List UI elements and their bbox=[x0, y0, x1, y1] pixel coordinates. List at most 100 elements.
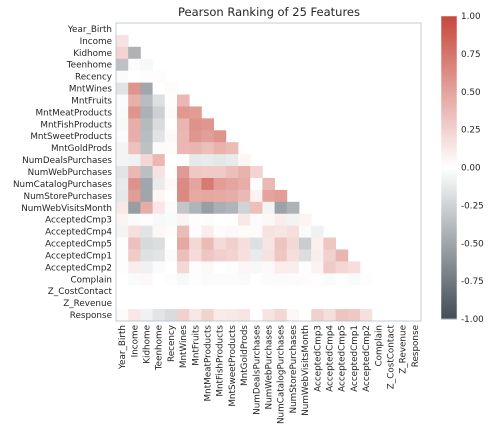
heatmap-cell bbox=[299, 225, 312, 238]
heatmap-cell bbox=[335, 297, 349, 310]
y-tick-label: AcceptedCmp3 bbox=[45, 216, 112, 226]
heatmap-cell bbox=[189, 118, 202, 131]
heatmap-cell bbox=[274, 225, 288, 238]
heatmap-cell bbox=[177, 130, 190, 143]
colorbar bbox=[440, 15, 458, 320]
heatmap-cell bbox=[323, 237, 336, 250]
heatmap-cell bbox=[311, 261, 324, 274]
heatmap-cell bbox=[213, 189, 227, 203]
heatmap-cell bbox=[225, 309, 239, 322]
heatmap-cell bbox=[299, 309, 312, 322]
heatmap-cell bbox=[189, 201, 202, 215]
colorbar-segment bbox=[441, 129, 457, 133]
x-tick-label: NumWebVisitsMonth bbox=[301, 325, 311, 416]
heatmap-cell bbox=[372, 309, 385, 322]
y-tick-label: MntFruits bbox=[71, 96, 112, 106]
x-tick-label: Teenhome bbox=[155, 325, 165, 371]
heatmap-cell bbox=[177, 285, 190, 298]
heatmap-cell bbox=[311, 237, 324, 250]
colorbar-segment bbox=[441, 99, 457, 103]
heatmap-cell bbox=[128, 46, 141, 60]
colorbar-segment bbox=[441, 71, 457, 75]
x-tick-label: Kidhome bbox=[143, 325, 153, 364]
heatmap-cell bbox=[225, 213, 239, 227]
colorbar-segment bbox=[441, 41, 457, 45]
heatmap-cell bbox=[177, 142, 190, 155]
colorbar-segment bbox=[441, 127, 457, 131]
heatmap-cell bbox=[238, 213, 251, 227]
heatmap-cell bbox=[116, 82, 129, 95]
colorbar-segment bbox=[441, 248, 457, 252]
heatmap-cell bbox=[225, 297, 239, 310]
y-tick-labels: Year_Birth Income Kidhome Teenhome Recency Mn… bbox=[13, 25, 113, 321]
heatmap-cell bbox=[262, 285, 275, 298]
colorbar-segment bbox=[441, 31, 457, 35]
colorbar-segment bbox=[441, 185, 457, 189]
heatmap-cell bbox=[372, 297, 385, 310]
colorbar-segment bbox=[441, 205, 457, 209]
colorbar-tick-label: -0.75 bbox=[461, 277, 484, 287]
x-tick-label: NumWebPurchases bbox=[265, 325, 275, 410]
heatmap-cell bbox=[152, 201, 166, 215]
heatmap-cell bbox=[274, 249, 288, 262]
heatmap-cell bbox=[238, 273, 251, 286]
heatmap-cell bbox=[177, 106, 190, 119]
heatmap-cell bbox=[201, 213, 214, 227]
x-tick-label: AcceptedCmp2 bbox=[362, 325, 372, 392]
colorbar-segment bbox=[441, 238, 457, 242]
heatmap-cell bbox=[189, 309, 202, 322]
heatmap-cell bbox=[140, 261, 153, 274]
colorbar-segment bbox=[441, 36, 457, 40]
y-tick-label: NumDealsPurchases bbox=[22, 156, 112, 166]
colorbar-segment bbox=[441, 84, 457, 88]
heatmap-cell bbox=[128, 297, 141, 310]
heatmap-cell bbox=[274, 237, 288, 250]
heatmap-cell bbox=[201, 142, 214, 155]
heatmap-cell bbox=[250, 261, 263, 274]
heatmap-cell bbox=[213, 213, 227, 227]
x-tick-label: AcceptedCmp4 bbox=[326, 325, 336, 392]
heatmap-cell bbox=[189, 130, 202, 143]
colorbar-segment bbox=[441, 101, 457, 105]
heatmap-cell bbox=[189, 297, 202, 310]
heatmap-cell bbox=[238, 166, 251, 179]
heatmap-cell bbox=[238, 154, 251, 167]
colorbar-segment bbox=[441, 212, 457, 216]
heatmap-cell bbox=[347, 309, 361, 322]
heatmap-cell bbox=[164, 249, 178, 262]
colorbar-segment bbox=[441, 48, 457, 52]
y-tick-label: AcceptedCmp2 bbox=[45, 263, 112, 273]
heatmap-cell bbox=[201, 177, 214, 191]
y-tick-label: NumWebPurchases bbox=[28, 168, 113, 178]
x-tick-label: AcceptedCmp1 bbox=[350, 325, 360, 392]
heatmap-cell bbox=[213, 309, 227, 322]
heatmap-cell bbox=[201, 273, 214, 286]
heatmap-cell bbox=[238, 189, 251, 203]
heatmap-cell bbox=[116, 34, 129, 48]
heatmap-cell bbox=[164, 154, 178, 167]
heatmap-cell bbox=[152, 70, 166, 83]
y-tick-label: Z_Revenue bbox=[63, 299, 112, 309]
heatmap-cell bbox=[152, 166, 166, 179]
x-tick-label: Z_Revenue bbox=[399, 325, 409, 374]
y-tick-label: Z_CostContact bbox=[48, 287, 113, 297]
x-tick-labels: Year_Birth Income Kidhome Teenhome Recency Mn… bbox=[118, 324, 421, 424]
heatmap-cell bbox=[189, 142, 202, 155]
x-tick-label: Response bbox=[411, 325, 421, 367]
heatmap-cell bbox=[335, 249, 349, 262]
heatmap-cell bbox=[238, 285, 251, 298]
y-tick-label: AcceptedCmp4 bbox=[45, 228, 112, 238]
colorbar-segment bbox=[441, 149, 457, 153]
colorbar-segment bbox=[441, 66, 457, 70]
colorbar-segment bbox=[441, 190, 457, 194]
heatmap-cell bbox=[140, 154, 153, 167]
heatmap-cell bbox=[274, 297, 288, 310]
heatmap-cell bbox=[116, 189, 129, 203]
colorbar-segment bbox=[441, 182, 457, 186]
heatmap-cell bbox=[152, 297, 166, 310]
heatmap-cell bbox=[213, 261, 227, 274]
heatmap-cell bbox=[152, 225, 166, 238]
heatmap-cell bbox=[225, 177, 239, 191]
heatmap-cell bbox=[128, 118, 141, 131]
